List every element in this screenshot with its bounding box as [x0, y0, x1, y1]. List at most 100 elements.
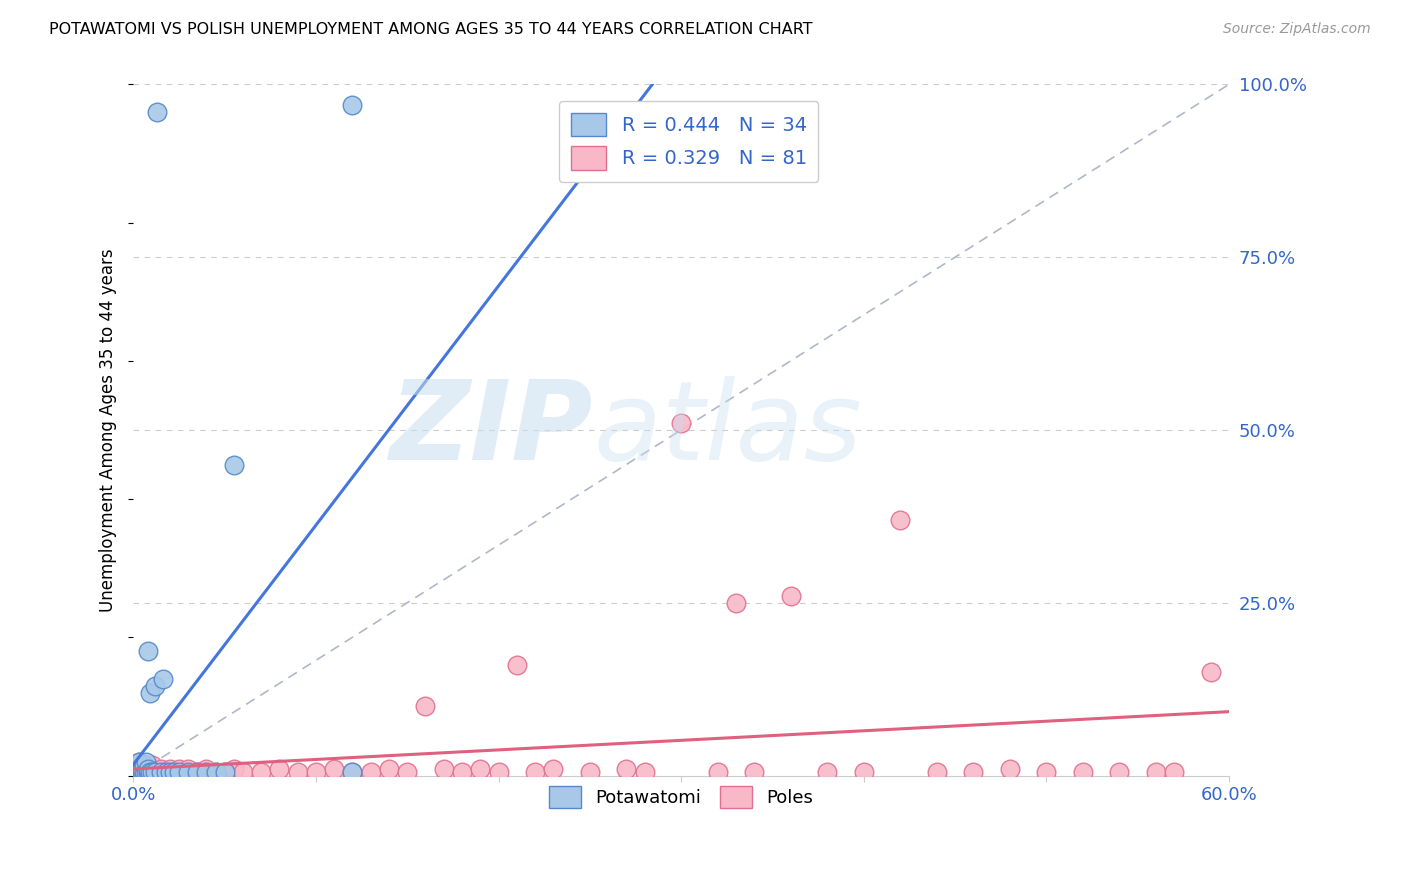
Point [524, 765, 547, 780]
Point [128, 755, 150, 769]
Point [998, 762, 1021, 776]
Text: atlas: atlas [593, 376, 862, 483]
Point [342, 765, 364, 780]
Point [706, 765, 728, 780]
Point [143, 679, 166, 693]
Point [195, 765, 218, 780]
Point [342, 765, 364, 780]
Point [167, 762, 190, 776]
Point [129, 762, 152, 776]
Point [149, 765, 172, 780]
Point [136, 762, 159, 776]
Point [177, 765, 200, 780]
Point [1163, 765, 1185, 780]
Point [134, 758, 156, 772]
Point [342, 98, 364, 112]
Point [167, 765, 190, 780]
Point [136, 765, 159, 780]
Point [214, 765, 236, 780]
Point [122, 762, 145, 776]
Point [742, 765, 765, 780]
Point [378, 762, 401, 776]
Point [222, 762, 245, 776]
Point [134, 765, 156, 780]
Point [135, 762, 157, 776]
Point [889, 513, 911, 527]
Point [124, 762, 146, 776]
Text: Source: ZipAtlas.com: Source: ZipAtlas.com [1223, 22, 1371, 37]
Point [1108, 765, 1130, 780]
Point [1144, 765, 1167, 780]
Point [815, 765, 838, 780]
Point [125, 758, 148, 772]
Point [149, 762, 172, 776]
Point [250, 765, 273, 780]
Point [470, 762, 492, 776]
Point [128, 755, 150, 769]
Point [195, 762, 218, 776]
Text: ZIP: ZIP [389, 376, 593, 483]
Point [128, 758, 150, 772]
Point [136, 644, 159, 658]
Point [433, 762, 456, 776]
Point [186, 765, 208, 780]
Point [177, 762, 200, 776]
Point [135, 755, 157, 769]
Point [177, 765, 200, 780]
Point [128, 765, 150, 780]
Point [159, 765, 181, 780]
Point [360, 765, 382, 780]
Text: POTAWATOMI VS POLISH UNEMPLOYMENT AMONG AGES 35 TO 44 YEARS CORRELATION CHART: POTAWATOMI VS POLISH UNEMPLOYMENT AMONG … [49, 22, 813, 37]
Point [136, 762, 159, 776]
Point [128, 765, 150, 780]
Point [131, 765, 153, 780]
Point [141, 765, 163, 780]
Point [669, 416, 692, 430]
Point [125, 762, 148, 776]
Point [232, 765, 254, 780]
Point [287, 765, 309, 780]
Point [129, 765, 152, 780]
Point [131, 762, 153, 776]
Point [204, 765, 226, 780]
Point [135, 765, 157, 780]
Point [214, 765, 236, 780]
Point [135, 765, 157, 780]
Point [149, 765, 172, 780]
Point [124, 765, 146, 780]
Point [125, 765, 148, 780]
Point [143, 765, 166, 780]
Point [614, 762, 637, 776]
Point [633, 765, 655, 780]
Point [128, 762, 150, 776]
Point [139, 685, 162, 699]
Point [269, 762, 291, 776]
Point [125, 765, 148, 780]
Point [167, 765, 190, 780]
Point [1035, 765, 1057, 780]
Point [131, 758, 153, 772]
Point [186, 765, 208, 780]
Point [1199, 665, 1222, 679]
Point [129, 765, 152, 780]
Point [155, 765, 177, 780]
Point [195, 765, 218, 780]
Point [543, 762, 565, 776]
Point [962, 765, 984, 780]
Point [204, 765, 226, 780]
Legend: Potawatomi, Poles: Potawatomi, Poles [541, 779, 821, 815]
Point [162, 765, 184, 780]
Point [724, 596, 747, 610]
Y-axis label: Unemployment Among Ages 35 to 44 years: Unemployment Among Ages 35 to 44 years [100, 248, 117, 612]
Point [139, 765, 162, 780]
Point [131, 765, 153, 780]
Point [222, 458, 245, 472]
Point [1071, 765, 1094, 780]
Point [124, 758, 146, 772]
Point [141, 758, 163, 772]
Point [451, 765, 474, 780]
Point [305, 765, 328, 780]
Point [396, 765, 419, 780]
Point [506, 657, 529, 672]
Point [134, 765, 156, 780]
